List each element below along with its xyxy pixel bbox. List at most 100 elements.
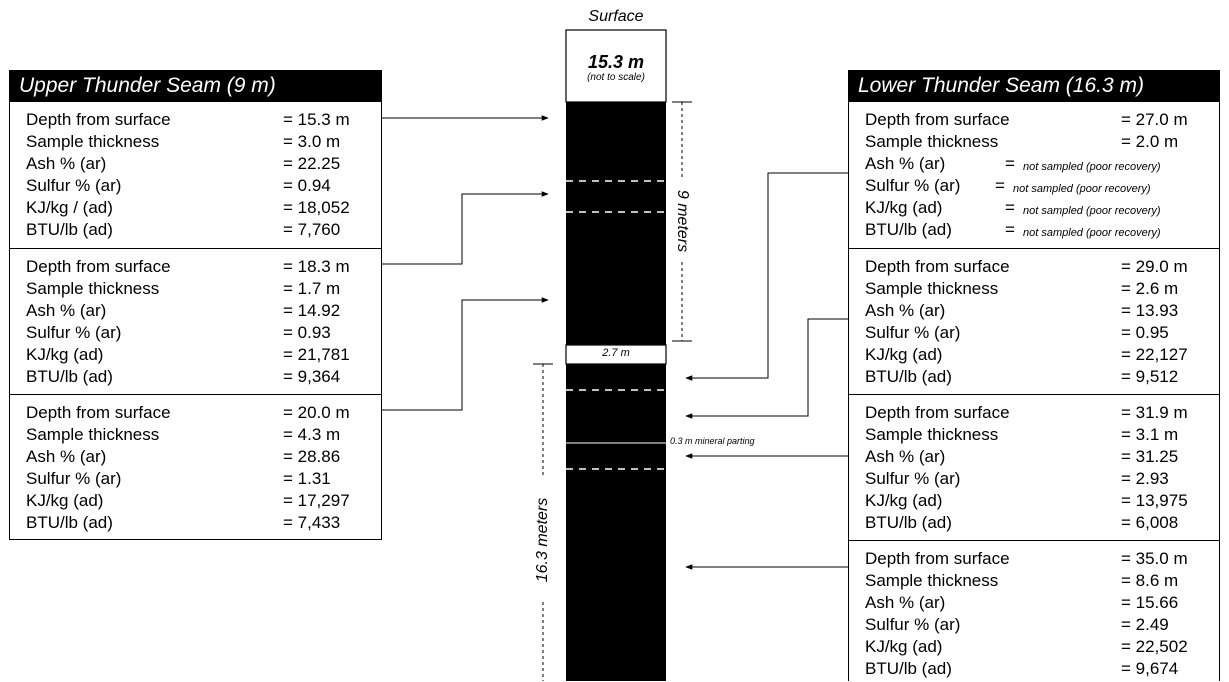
sample-row-value: = 2.0 m bbox=[1121, 132, 1179, 151]
mineral-parting-label: 0.3 m mineral parting bbox=[670, 436, 755, 446]
lower-seam-panel: Depth from surface = 27.0 m Sample thickne… bbox=[848, 101, 1220, 681]
sample-row-value: = 17,297 bbox=[283, 491, 350, 510]
sample-row-value: = 27.0 m bbox=[1121, 110, 1188, 129]
sample-row-value: = 22,127 bbox=[1121, 345, 1188, 364]
sample-row-value: not sampled (poor recovery) bbox=[1013, 183, 1151, 195]
sample-row-label: Sulfur % (ar) bbox=[865, 615, 961, 634]
sample-row-value: = 15.66 bbox=[1121, 593, 1179, 612]
sample-row-label: BTU/lb (ad) bbox=[26, 367, 113, 386]
sample-row: BTU/lb (ad) = 9,512 bbox=[849, 366, 1219, 388]
sample-row-label: Sample thickness bbox=[26, 425, 160, 444]
sample-row-label: BTU/lb (ad) bbox=[865, 367, 952, 386]
connector-lower-1 bbox=[685, 172, 848, 381]
sample-row-label: KJ/kg (ad) bbox=[865, 345, 943, 364]
sample-row: Sulfur % (ar) = 0.93 bbox=[10, 322, 381, 344]
sample-row-label: Depth from surface bbox=[865, 110, 1010, 129]
sample-row: KJ/kg / (ad) = 18,052 bbox=[10, 197, 381, 219]
sample-row: Depth from surface = 27.0 m bbox=[849, 109, 1219, 131]
sample-row: Depth from surface = 18.3 m bbox=[10, 256, 381, 278]
sample-row: BTU/lb (ad) = not sampled (poor recovery) bbox=[849, 219, 1219, 241]
lower-seam-title: Lower Thunder Seam (16.3 m) bbox=[848, 70, 1220, 101]
sample-row: Sample thickness = 8.6 m bbox=[849, 570, 1219, 592]
sample-row-value: = 2.93 bbox=[1121, 469, 1169, 488]
sample-row: Sulfur % (ar) = 2.49 bbox=[849, 614, 1219, 636]
sample-row-label: Sulfur % (ar) bbox=[865, 469, 961, 488]
connector-upper-3 bbox=[382, 297, 549, 411]
sample-row-value: = 18,052 bbox=[283, 198, 350, 217]
lower-sample-1: Depth from surface = 27.0 m Sample thickne… bbox=[849, 102, 1219, 248]
sample-row-label: KJ/kg (ad) bbox=[865, 491, 943, 510]
sample-row-value: not sampled (poor recovery) bbox=[1023, 205, 1161, 217]
sample-row-label: Sample thickness bbox=[26, 132, 160, 151]
sample-row: Sulfur % (ar) = not sampled (poor recovery… bbox=[849, 175, 1219, 197]
surface-depth-label: 15.3 m bbox=[587, 52, 645, 72]
sample-row-equals: = bbox=[1005, 220, 1015, 239]
sample-row-equals: = bbox=[995, 176, 1005, 195]
sample-row: BTU/lb (ad) = 7,433 bbox=[10, 512, 381, 534]
connector-upper-2 bbox=[382, 191, 549, 265]
sample-row-label: Ash % (ar) bbox=[26, 447, 107, 466]
sample-row-value: not sampled (poor recovery) bbox=[1023, 227, 1161, 239]
sample-row-value: = 9,674 bbox=[1121, 659, 1179, 678]
sample-row-label: Depth from surface bbox=[26, 257, 171, 276]
sample-row: Sample thickness = 4.3 m bbox=[10, 424, 381, 446]
lower-seam-column bbox=[566, 364, 666, 681]
sample-row-value: = 22.25 bbox=[283, 154, 341, 173]
sample-row-value: = 1.31 bbox=[283, 469, 331, 488]
upper-seam-column bbox=[566, 102, 666, 345]
sample-row-label: KJ/kg / (ad) bbox=[26, 198, 113, 217]
sample-row: BTU/lb (ad) = 9,674 bbox=[849, 658, 1219, 680]
sample-row-label: Sample thickness bbox=[865, 571, 999, 590]
sample-row-value: = 2.6 m bbox=[1121, 279, 1179, 298]
sample-row-label: Depth from surface bbox=[865, 257, 1010, 276]
sample-row: KJ/kg (ad) = 13,975 bbox=[849, 490, 1219, 512]
sample-row-value: = 2.49 bbox=[1121, 615, 1169, 634]
sample-row-label: Sulfur % (ar) bbox=[26, 469, 122, 488]
lower-span-label: 16.3 meters bbox=[534, 497, 551, 583]
upper-sample-2: Depth from surface = 18.3 m Sample thickne… bbox=[10, 248, 381, 394]
sample-row-value: = 7,760 bbox=[283, 220, 341, 239]
sample-row-value: = 31.9 m bbox=[1121, 403, 1188, 422]
sample-row-value: = 0.95 bbox=[1121, 323, 1169, 342]
sample-row-label: KJ/kg (ad) bbox=[26, 345, 104, 364]
sample-row-label: Sample thickness bbox=[865, 425, 999, 444]
sample-row-equals: = bbox=[1005, 154, 1015, 173]
sample-row-value: = 4.3 m bbox=[283, 425, 341, 444]
sample-row-label: Ash % (ar) bbox=[865, 447, 946, 466]
sample-row-value: = 28.86 bbox=[283, 447, 341, 466]
sample-row-value: = 31.25 bbox=[1121, 447, 1179, 466]
upper-sample-1: Depth from surface = 15.3 m Sample thickne… bbox=[10, 102, 381, 248]
sample-row: Ash % (ar) = 15.66 bbox=[849, 592, 1219, 614]
sample-row: KJ/kg (ad) = not sampled (poor recovery) bbox=[849, 197, 1219, 219]
upper-seam-panel: Depth from surface = 15.3 m Sample thickne… bbox=[9, 101, 382, 540]
sample-row: KJ/kg (ad) = 22,502 bbox=[849, 636, 1219, 658]
sample-row-value: = 21,781 bbox=[283, 345, 350, 364]
sample-row: BTU/lb (ad) = 7,760 bbox=[10, 219, 381, 241]
sample-row-label: BTU/lb (ad) bbox=[865, 220, 952, 239]
sample-row-value: = 3.1 m bbox=[1121, 425, 1179, 444]
sample-row-value: = 20.0 m bbox=[283, 403, 350, 422]
sample-row: Depth from surface = 15.3 m bbox=[10, 109, 381, 131]
sample-row-value: = 14.92 bbox=[283, 301, 341, 320]
sample-row-label: Sample thickness bbox=[865, 132, 999, 151]
sample-row-value: = 9,512 bbox=[1121, 367, 1179, 386]
sample-row: BTU/lb (ad) = 9,364 bbox=[10, 366, 381, 388]
sample-row-label: Sulfur % (ar) bbox=[865, 176, 961, 195]
sample-row-label: Depth from surface bbox=[26, 403, 171, 422]
sample-row-value: = 13,975 bbox=[1121, 491, 1188, 510]
sample-row: BTU/lb (ad) = 6,008 bbox=[849, 512, 1219, 534]
sample-row-value: = 18.3 m bbox=[283, 257, 350, 276]
sample-row-value: = 0.94 bbox=[283, 176, 331, 195]
sample-row: Sample thickness = 1.7 m bbox=[10, 278, 381, 300]
sample-row-value: not sampled (poor recovery) bbox=[1023, 161, 1161, 173]
sample-row: Ash % (ar) = 28.86 bbox=[10, 446, 381, 468]
sample-row: Depth from surface = 20.0 m bbox=[10, 402, 381, 424]
sample-row-label: BTU/lb (ad) bbox=[865, 513, 952, 532]
interburden-label: 2.7 m bbox=[602, 347, 630, 359]
sample-row-label: Depth from surface bbox=[865, 403, 1010, 422]
surface-overburden-box bbox=[565, 29, 667, 103]
sample-row: Ash % (ar) = not sampled (poor recovery) bbox=[849, 153, 1219, 175]
sample-row-label: KJ/kg (ad) bbox=[865, 637, 943, 656]
sample-row: Sample thickness = 3.0 m bbox=[10, 131, 381, 153]
sample-row: Ash % (ar) = 14.92 bbox=[10, 300, 381, 322]
